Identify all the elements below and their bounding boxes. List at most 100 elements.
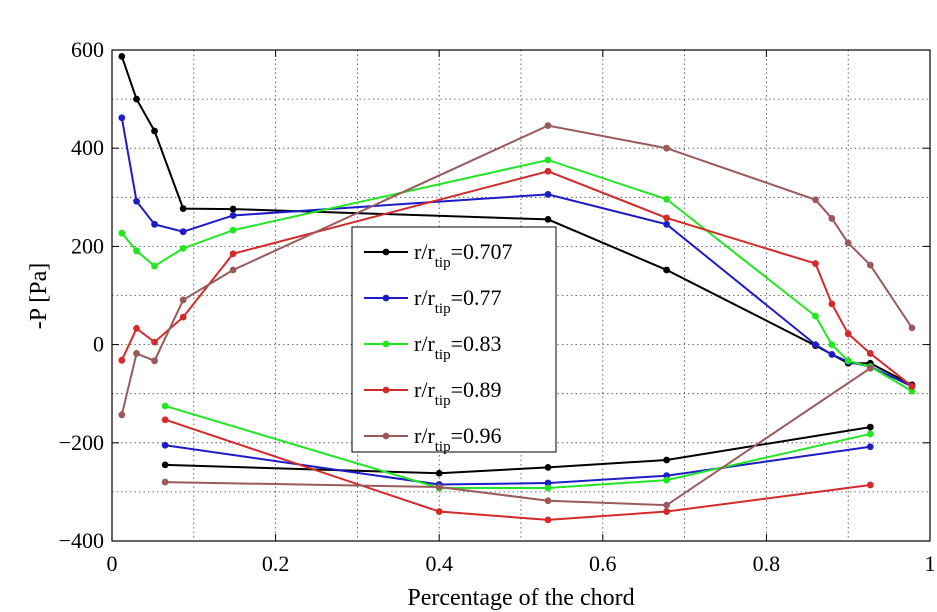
data-point: [663, 508, 671, 515]
data-point: [435, 469, 443, 477]
data-point: [663, 144, 671, 152]
data-point: [908, 382, 916, 390]
data-point: [544, 167, 552, 175]
legend-box: [351, 226, 557, 453]
data-point: [663, 266, 671, 274]
data-point: [544, 190, 552, 198]
data-point: [663, 214, 671, 222]
x-axis-title: Percentage of the chord: [407, 585, 634, 611]
data-point: [151, 220, 158, 228]
data-point: [866, 423, 874, 431]
data-point: [812, 196, 819, 204]
data-point: [229, 205, 237, 213]
data-point: [663, 220, 671, 228]
series-line-upper: [120, 170, 913, 388]
data-point: [812, 341, 819, 348]
y-tick-label: −400: [59, 528, 104, 553]
data-point: [908, 387, 916, 395]
data-point: [866, 481, 874, 489]
data-point: [663, 476, 671, 484]
data-point: [118, 356, 126, 364]
data-point: [161, 441, 169, 449]
legend-label: r/rtip=0.707: [414, 239, 513, 271]
x-tick-label: 0.2: [262, 551, 290, 576]
data-point: [866, 430, 874, 438]
data-point: [663, 456, 671, 464]
data-point: [229, 266, 237, 274]
data-point: [133, 350, 140, 357]
data-point: [161, 461, 169, 469]
x-tick-label: 0.4: [425, 551, 453, 576]
data-point: [544, 156, 552, 164]
x-tick-label: 1: [925, 551, 936, 576]
legend: r/rtip=0.707 r/rtip=0.77 r/rtip=0.83 r/rtip…: [351, 226, 557, 455]
plot-frame: [111, 49, 931, 542]
data-point: [544, 497, 552, 505]
y-tick-label: 0: [93, 332, 104, 357]
data-point: [133, 95, 140, 103]
data-point: [133, 197, 140, 205]
data-point: [229, 250, 237, 258]
data-point: [828, 341, 836, 348]
data-point: [435, 508, 443, 515]
data-point: [828, 351, 836, 358]
data-point: [544, 122, 552, 130]
legend-label: r/rtip=0.89: [414, 377, 502, 409]
data-point: [663, 195, 671, 203]
series-2: [118, 156, 916, 492]
series-group: [118, 52, 916, 524]
data-point: [435, 483, 443, 491]
legend-swatch-marker: [382, 386, 390, 394]
data-point: [828, 300, 836, 308]
data-point: [161, 402, 169, 410]
x-tick-label: 0.6: [589, 551, 617, 576]
data-point: [844, 239, 852, 247]
y-tick-label: −200: [59, 430, 104, 455]
legend-swatch-marker: [382, 340, 390, 348]
y-tick-label: 400: [71, 135, 104, 160]
data-point: [133, 247, 140, 255]
data-point: [133, 324, 140, 332]
legend-label: r/rtip=0.77: [414, 285, 502, 317]
y-axis-title: -P [Pa]: [26, 263, 52, 329]
data-point: [179, 296, 187, 304]
data-point: [663, 501, 671, 509]
data-point: [118, 229, 126, 237]
x-tick-label: 0.8: [753, 551, 781, 576]
data-point: [812, 312, 819, 320]
grid: [112, 50, 930, 541]
legend-swatch-marker: [382, 294, 390, 302]
legend-label: r/rtip=0.83: [414, 331, 502, 363]
data-point: [118, 411, 126, 419]
data-point: [844, 330, 852, 338]
data-point: [179, 244, 187, 252]
data-point: [544, 484, 552, 492]
data-point: [844, 357, 852, 365]
data-point: [812, 260, 819, 267]
legend-swatch-marker: [382, 432, 390, 440]
legend-swatch-marker: [382, 248, 390, 256]
data-point: [866, 261, 874, 269]
series-4: [118, 122, 916, 509]
data-point: [151, 262, 158, 270]
data-point: [544, 479, 552, 487]
legend-label: r/rtip=0.96: [414, 423, 502, 455]
data-point: [179, 313, 187, 321]
y-tick-label: 200: [71, 233, 104, 258]
data-point: [179, 205, 187, 212]
data-point: [229, 226, 237, 234]
data-point: [161, 416, 169, 424]
data-point: [544, 215, 552, 223]
data-point: [229, 212, 237, 219]
y-tick-label: 600: [71, 37, 104, 62]
data-point: [151, 127, 158, 135]
x-tick-label: 0: [107, 551, 118, 576]
data-point: [161, 478, 169, 486]
data-point: [828, 215, 836, 222]
data-point: [544, 463, 552, 471]
data-point: [908, 324, 916, 332]
data-point: [866, 350, 874, 357]
series-line-upper: [121, 158, 913, 393]
data-point: [179, 228, 187, 236]
